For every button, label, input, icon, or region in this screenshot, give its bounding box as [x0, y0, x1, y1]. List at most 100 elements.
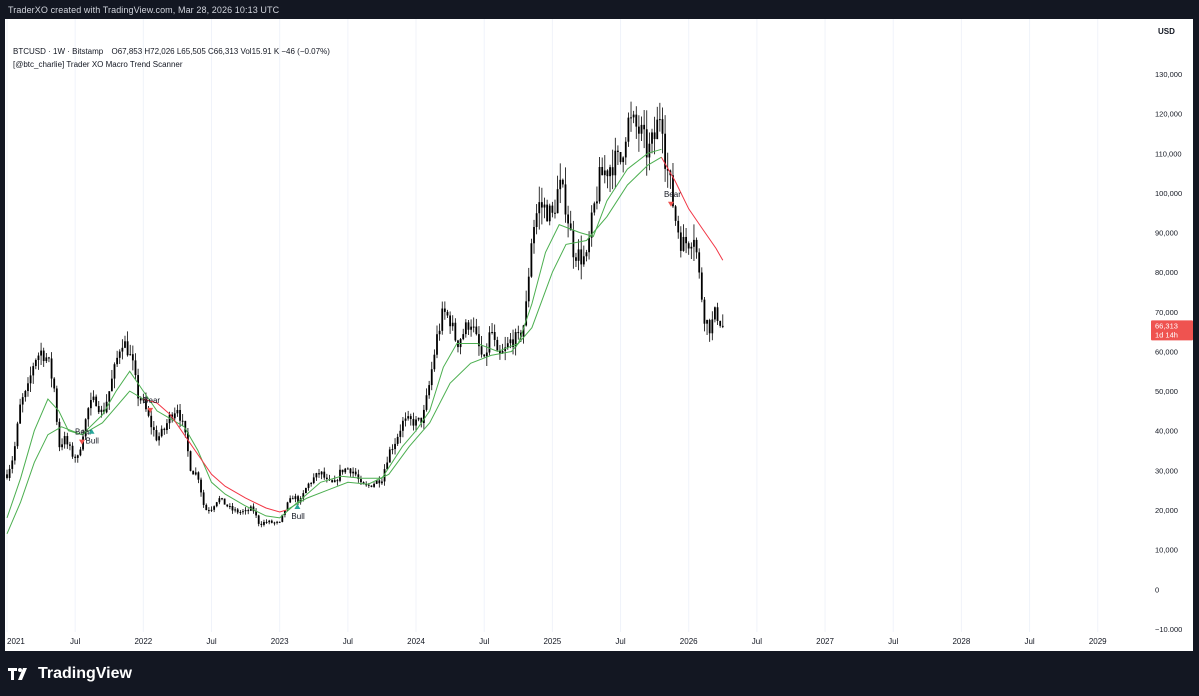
- candle-body-7: [24, 390, 27, 398]
- candle-body-11: [34, 360, 37, 367]
- candle-body-108: [289, 498, 292, 503]
- candle-body-6: [21, 397, 24, 405]
- bull-signal-marker-3: [294, 504, 301, 510]
- candle-body-51: [139, 398, 142, 401]
- y-tick-label-8: 70,000: [1155, 308, 1178, 317]
- candle-body-115: [307, 483, 310, 489]
- candle-body-259: [685, 236, 687, 244]
- candle-body-216: [572, 230, 575, 258]
- candle-body-2: [11, 460, 14, 469]
- candle-body-250: [661, 119, 664, 134]
- candle-body-69: [187, 432, 189, 452]
- candle-body-34: [95, 396, 98, 407]
- candle-body-197: [522, 325, 525, 337]
- candle-body-44: [121, 347, 124, 352]
- candle-body-273: [721, 325, 724, 327]
- candle-body-86: [231, 506, 234, 511]
- candle-body-131: [349, 468, 352, 474]
- candle-body-78: [210, 509, 213, 511]
- candle-body-146: [388, 449, 391, 463]
- candle-body-54: [147, 409, 150, 416]
- bear-signal-marker-4: [667, 201, 674, 207]
- candle-body-233: [617, 150, 619, 152]
- candle-body-21: [61, 444, 63, 448]
- candle-body-82: [221, 498, 223, 500]
- candle-body-160: [425, 395, 428, 410]
- candle-body-29: [82, 436, 84, 450]
- candle-body-8: [27, 383, 29, 391]
- candle-body-1: [8, 468, 11, 478]
- y-tick-label-0: −10,000: [1155, 625, 1182, 632]
- candle-body-249: [658, 119, 661, 121]
- candle-body-153: [407, 416, 410, 419]
- time-axis[interactable]: 2021 Jul 2022 Jul 2023 Jul 2024 Jul 2025 Jul 2026 J…: [5, 632, 1193, 651]
- price-axis[interactable]: −10,000 0 10,000 20,000 30,000 40,000 50,000 60…: [1151, 19, 1193, 634]
- candle-body-182: [483, 354, 486, 357]
- chart-panel[interactable]: Bear Bull Bear Bull Bear BTCUSD · 1W · Bitst…: [5, 19, 1151, 632]
- candle-body-107: [286, 502, 289, 511]
- candle-body-179: [475, 326, 478, 335]
- candle-body-53: [145, 398, 147, 410]
- currency-label[interactable]: USD: [1158, 27, 1175, 36]
- legend-symbol[interactable]: BTCUSD · 1W · Bitstamp: [13, 47, 104, 56]
- candle-body-32: [90, 400, 92, 409]
- candle-body-145: [386, 462, 389, 470]
- candle-body-271: [716, 307, 719, 321]
- candle-body-209: [554, 212, 556, 214]
- candle-body-140: [373, 483, 375, 487]
- legend-indicator[interactable]: [@btc_charlie] Trader XO Macro Trend Sca…: [13, 60, 183, 69]
- bull-signal-marker-1: [88, 428, 95, 434]
- trend-line-1: [6, 390, 144, 534]
- candle-body-251: [664, 133, 667, 169]
- x-tick-label-11: Jul: [752, 637, 762, 646]
- candle-body-143: [381, 481, 383, 484]
- y-tick-label-1: 0: [1155, 585, 1159, 594]
- candle-body-26: [74, 456, 77, 458]
- x-tick-label-0: 2021: [7, 637, 25, 646]
- candle-body-204: [540, 202, 543, 208]
- candle-body-234: [619, 151, 622, 163]
- candle-body-241: [637, 126, 640, 134]
- candle-body-114: [305, 488, 307, 494]
- candle-body-203: [538, 202, 541, 214]
- candle-body-257: [679, 232, 682, 251]
- candle-body-222: [588, 237, 590, 253]
- candle-body-4: [16, 423, 19, 447]
- last-price-badge: [1151, 320, 1193, 341]
- candle-body-247: [653, 132, 656, 140]
- candle-body-130: [346, 468, 349, 470]
- bear-signal-label-0: Bear: [75, 428, 92, 437]
- candle-body-55: [150, 415, 153, 428]
- candle-body-68: [184, 420, 187, 433]
- candle-body-194: [514, 332, 517, 348]
- candle-body-149: [396, 436, 399, 444]
- candle-body-166: [441, 308, 444, 331]
- candle-body-95: [255, 511, 257, 516]
- x-tick-label-10: 2026: [680, 637, 698, 646]
- candle-body-46: [126, 341, 129, 356]
- candle-body-208: [551, 205, 554, 213]
- candle-body-35: [97, 406, 100, 413]
- candle-body-215: [569, 223, 572, 231]
- candle-body-157: [417, 417, 420, 420]
- x-tick-label-12: 2027: [816, 637, 834, 646]
- trend-line-2: [143, 398, 287, 513]
- candle-body-77: [207, 510, 210, 512]
- candle-body-144: [383, 469, 386, 482]
- candle-body-187: [496, 339, 499, 351]
- candle-body-83: [223, 498, 226, 505]
- candle-body-87: [234, 509, 237, 511]
- candle-body-134: [357, 474, 360, 480]
- candle-body-5: [19, 404, 22, 424]
- candle-body-10: [32, 366, 35, 376]
- candle-body-17: [50, 358, 53, 379]
- x-tick-label-2: 2022: [134, 637, 152, 646]
- legend-ohlc: O67,853 H72,026 L65,505 C66,313 Vol15.91…: [111, 47, 330, 56]
- candle-body-61: [166, 423, 168, 431]
- tradingview-footer[interactable]: TradingView: [8, 662, 132, 686]
- candle-body-228: [603, 170, 606, 176]
- candle-body-41: [113, 364, 116, 379]
- candle-body-124: [331, 480, 334, 483]
- candle-body-62: [168, 414, 171, 424]
